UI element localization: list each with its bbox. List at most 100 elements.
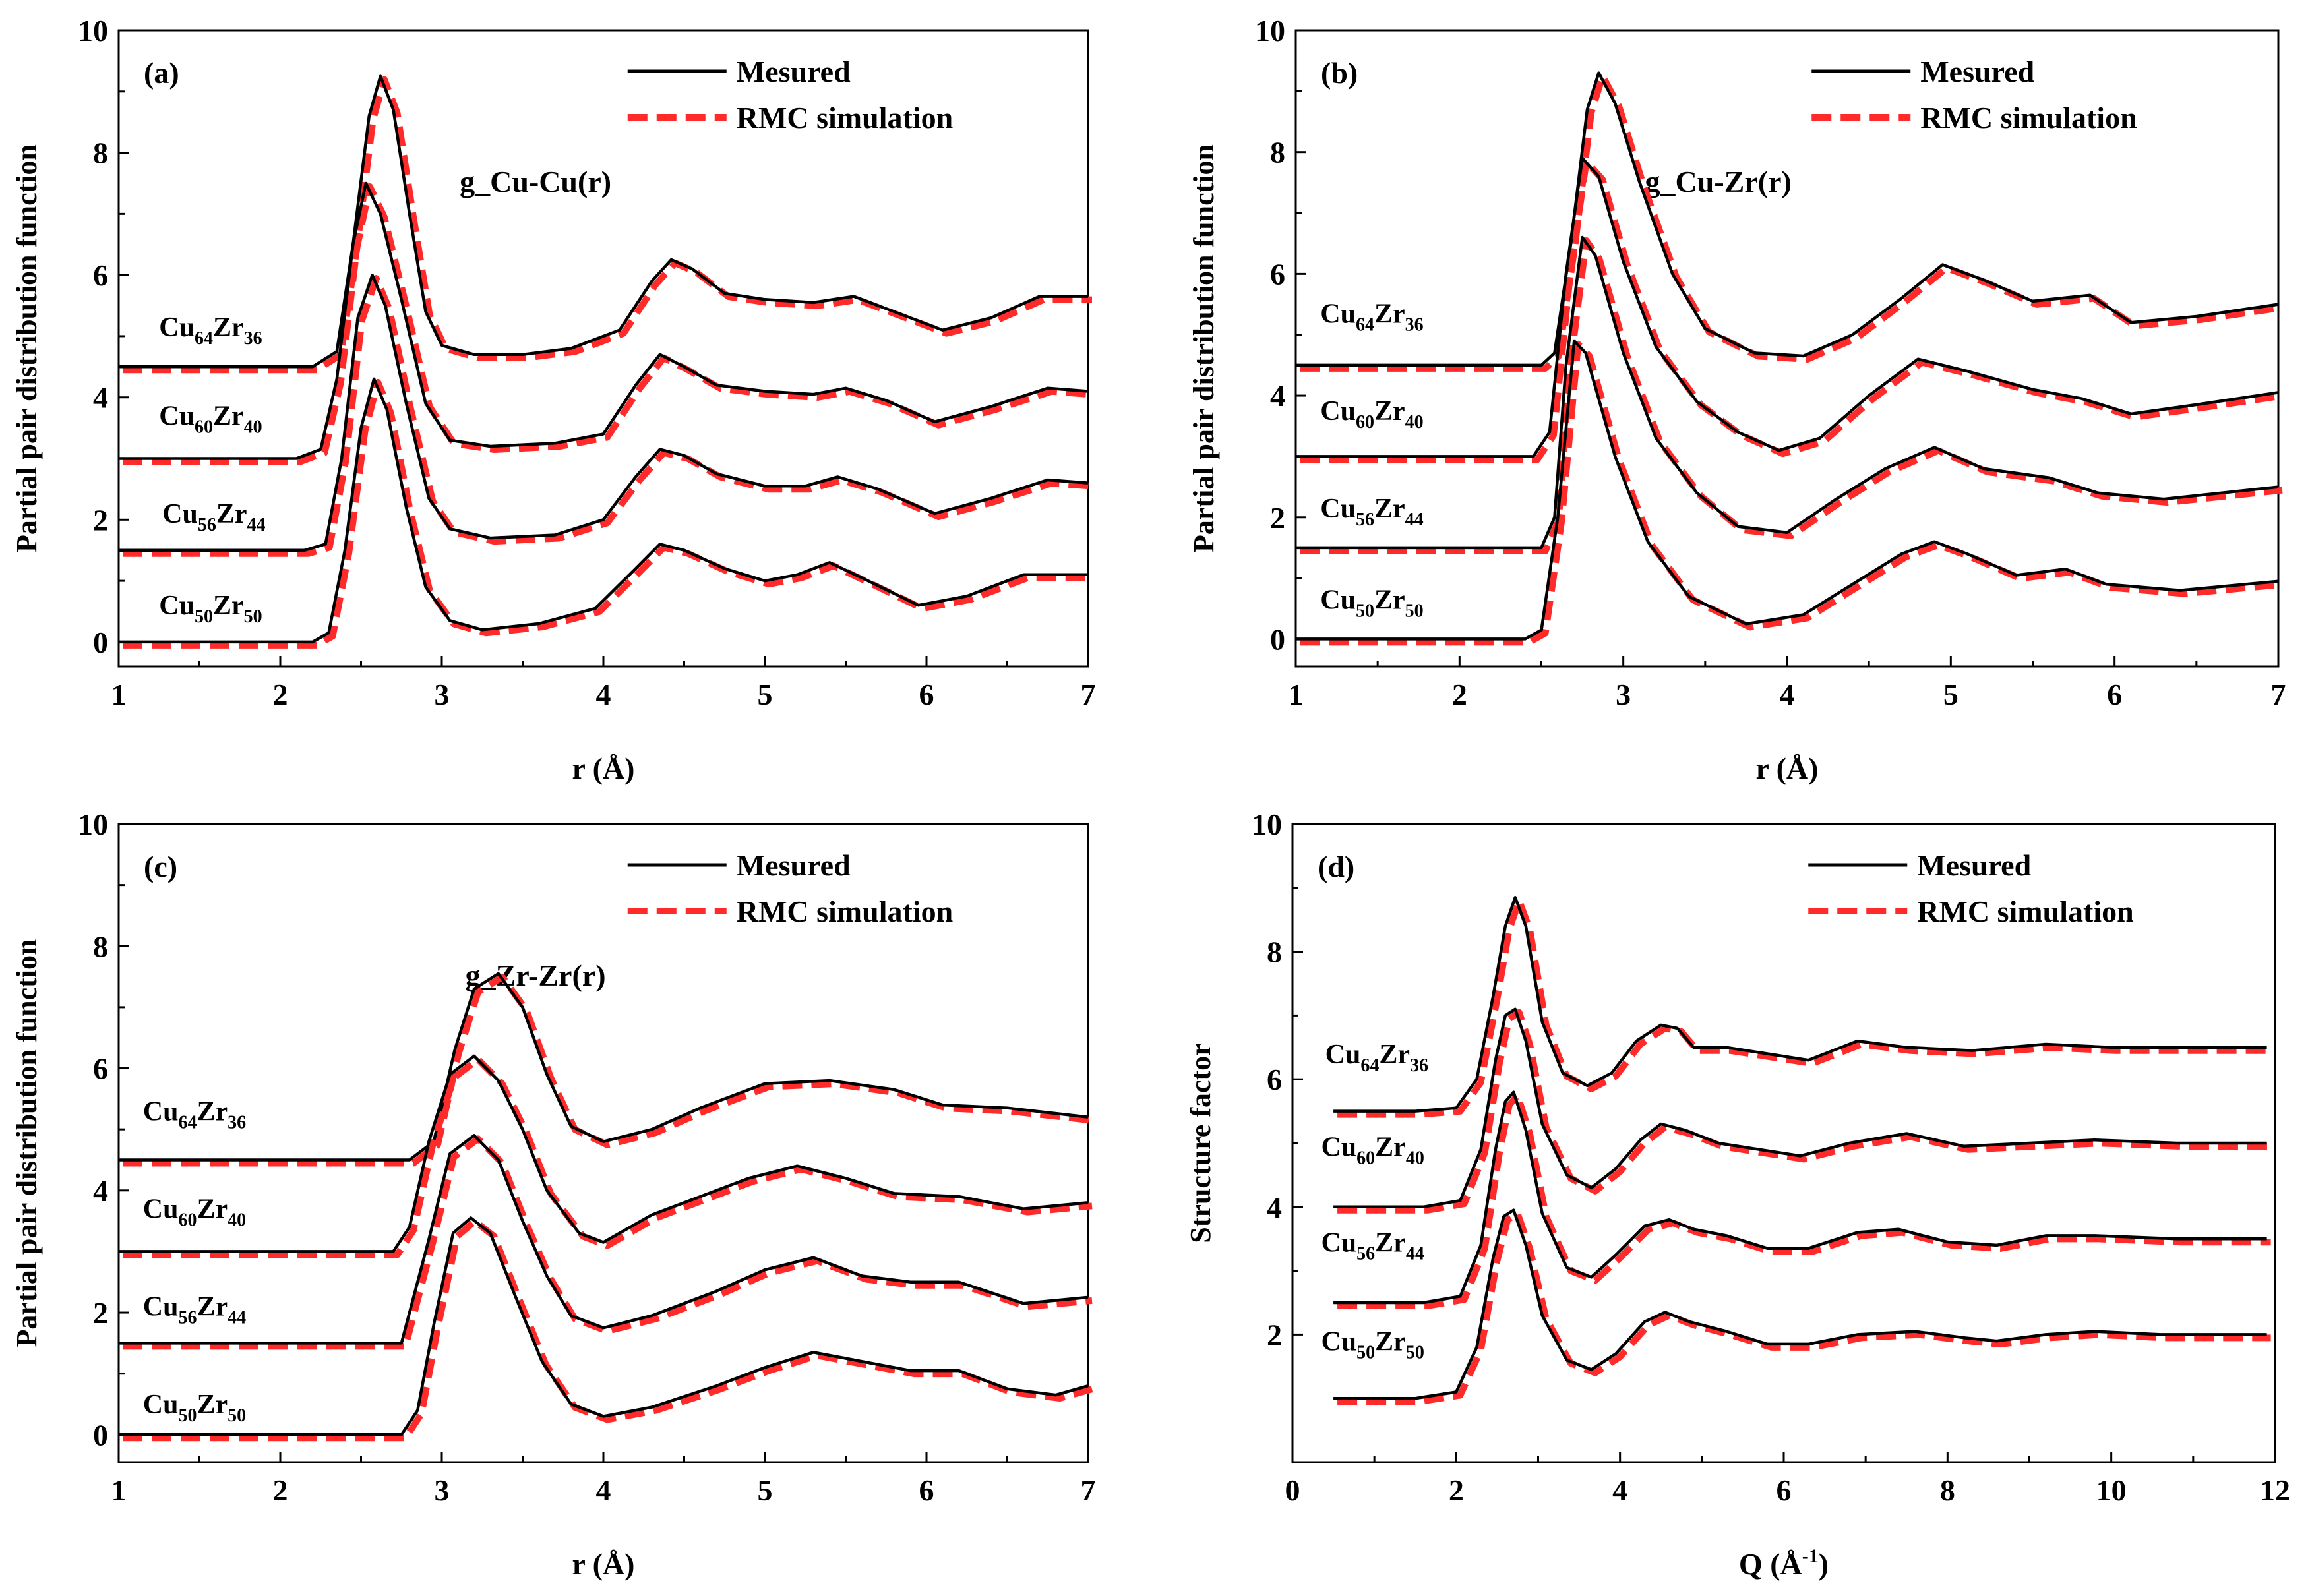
composition-label: Cu60Zr40: [1320, 396, 1423, 432]
x-tick-label: 7: [1081, 678, 1096, 711]
x-tick-label: 1: [111, 678, 127, 711]
measured-curve-Cu56Zr44: [119, 1134, 1089, 1345]
legend-rmc-label: RMC simulation: [1917, 895, 2133, 928]
composition-label: Cu56Zr44: [1320, 494, 1423, 530]
rmc-curve-Cu56Zr44: [123, 1135, 1093, 1350]
panel-annotation: g_Cu-Zr(r): [1645, 165, 1792, 198]
composition-label: Cu60Zr40: [159, 401, 262, 437]
y-tick-label: 4: [1267, 1191, 1282, 1224]
y-tick-label: 6: [1270, 257, 1285, 291]
x-tick-label: 6: [1777, 1473, 1792, 1507]
rmc-curve-Cu56Zr44: [1300, 237, 2283, 554]
rmc-curve-Cu50Zr50: [123, 1218, 1093, 1442]
composition-label: Cu60Zr40: [143, 1194, 246, 1230]
composition-label: Cu60Zr40: [1321, 1132, 1424, 1168]
y-tick-label: 10: [1252, 808, 1282, 841]
y-tick-label: 8: [93, 930, 108, 963]
panel-label: (a): [144, 56, 179, 90]
panel-annotation: g_Cu-Cu(r): [460, 165, 611, 198]
measured-curve-Cu56Zr44: [1333, 1090, 2267, 1305]
measured-curve-Cu56Zr44: [119, 273, 1089, 552]
y-tick-label: 10: [78, 14, 108, 47]
x-tick-label: 6: [919, 678, 934, 711]
panel-label: (b): [1321, 56, 1358, 90]
composition-label: Cu50Zr50: [159, 591, 262, 627]
composition-label: Cu56Zr44: [1321, 1228, 1424, 1264]
legend-rmc-label: RMC simulation: [737, 895, 953, 928]
y-tick-label: 6: [93, 258, 108, 292]
composition-label: Cu64Zr36: [1320, 299, 1423, 335]
x-axis-label: r (Å): [1756, 752, 1819, 785]
y-tick-label: 0: [93, 1418, 108, 1452]
rmc-curve-Cu60Zr40: [1300, 158, 2283, 463]
legend-measured-label: Mesured: [737, 848, 851, 882]
panel-label: (d): [1318, 850, 1354, 883]
measured-curve-Cu64Zr36: [1333, 896, 2267, 1113]
x-tick-label: 6: [2107, 678, 2122, 711]
y-tick-label: 2: [1267, 1318, 1282, 1351]
x-tick-label: 5: [1943, 678, 1959, 711]
x-tick-label: 6: [919, 1473, 934, 1507]
x-axis-label: Q (Å-1): [1739, 1545, 1829, 1581]
y-tick-label: 10: [1255, 14, 1285, 47]
y-axis-label: Structure factor: [1184, 1043, 1217, 1243]
x-tick-label: 3: [435, 678, 450, 711]
composition-label: Cu64Zr36: [1325, 1040, 1428, 1076]
measured-curve-Cu50Zr50: [1333, 1208, 2267, 1400]
rmc-curve-Cu64Zr36: [123, 76, 1092, 374]
composition-label: Cu64Zr36: [143, 1096, 246, 1133]
y-tick-label: 4: [1270, 379, 1285, 413]
x-tick-label: 3: [1616, 678, 1631, 711]
panel-b: 1 2 3 4 5 6 7 0 2 4 6 8 10 r (Å) Partial pair distribu…: [1188, 14, 2286, 785]
panel-label: (c): [144, 850, 177, 883]
y-axis-label: Partial pair distribution function: [11, 939, 43, 1347]
x-tick-label: 4: [596, 1473, 611, 1507]
x-tick-label: 4: [596, 678, 611, 711]
x-tick-label: 2: [1452, 678, 1467, 711]
rmc-curve-Cu60Zr40: [123, 1056, 1093, 1258]
x-tick-label: 10: [2096, 1473, 2127, 1507]
composition-label: Cu50Zr50: [1321, 1327, 1424, 1363]
measured-curve-Cu60Zr40: [119, 181, 1089, 460]
rmc-curve-Cu64Zr36: [1337, 897, 2271, 1118]
measured-curve-Cu64Zr36: [119, 74, 1088, 369]
composition-label: Cu56Zr44: [162, 499, 265, 535]
measured-curve-Cu60Zr40: [119, 1054, 1089, 1253]
x-tick-label: 5: [758, 1473, 773, 1507]
y-tick-label: 0: [1270, 622, 1285, 656]
rmc-curve-Cu60Zr40: [123, 183, 1093, 465]
measured-curve-Cu60Zr40: [1333, 1007, 2267, 1209]
measured-curve-Cu60Zr40: [1296, 156, 2279, 458]
y-tick-label: 2: [93, 1296, 108, 1330]
measured-curve-Cu50Zr50: [119, 1216, 1089, 1436]
measured-curve-Cu64Zr36: [119, 972, 1089, 1162]
y-tick-label: 8: [1267, 935, 1282, 969]
x-tick-label: 3: [435, 1473, 450, 1507]
panel-annotation: g_Zr-Zr(r): [466, 959, 606, 992]
panel-c: 1 2 3 4 5 6 7 0 2 4 6 8 10 r (Å) Partial pair distribu…: [11, 808, 1096, 1581]
rmc-curve-Cu50Zr50: [123, 378, 1092, 649]
x-tick-label: 1: [111, 1473, 127, 1507]
x-tick-label: 7: [2271, 678, 2286, 711]
y-axis-label: Partial pair distribution function: [1188, 144, 1220, 552]
x-tick-label: 2: [273, 1473, 288, 1507]
x-tick-label: 1: [1289, 678, 1304, 711]
composition-label: Cu56Zr44: [143, 1292, 246, 1328]
panel-a: 1 2 3 4 5 6 7 0 2 4 6 8 10 r (Å) Partial pair distribu…: [11, 14, 1096, 785]
y-tick-label: 6: [1267, 1063, 1282, 1096]
measured-curve-Cu50Zr50: [1296, 339, 2279, 641]
rmc-curve-Cu60Zr40: [1337, 1009, 2271, 1214]
x-tick-label: 7: [1081, 1473, 1096, 1507]
rmc-curve-Cu50Zr50: [1337, 1210, 2271, 1405]
y-tick-label: 2: [1270, 501, 1285, 535]
x-axis-label: r (Å): [572, 752, 635, 785]
x-tick-label: 2: [273, 678, 288, 711]
x-tick-label: 12: [2260, 1473, 2290, 1507]
y-tick-label: 10: [78, 808, 108, 841]
composition-label: Cu64Zr36: [159, 312, 262, 349]
x-tick-label: 2: [1449, 1473, 1464, 1507]
y-axis-label: Partial pair distribution function: [11, 144, 43, 552]
y-tick-label: 6: [93, 1052, 108, 1086]
rmc-curve-Cu56Zr44: [1337, 1092, 2271, 1309]
